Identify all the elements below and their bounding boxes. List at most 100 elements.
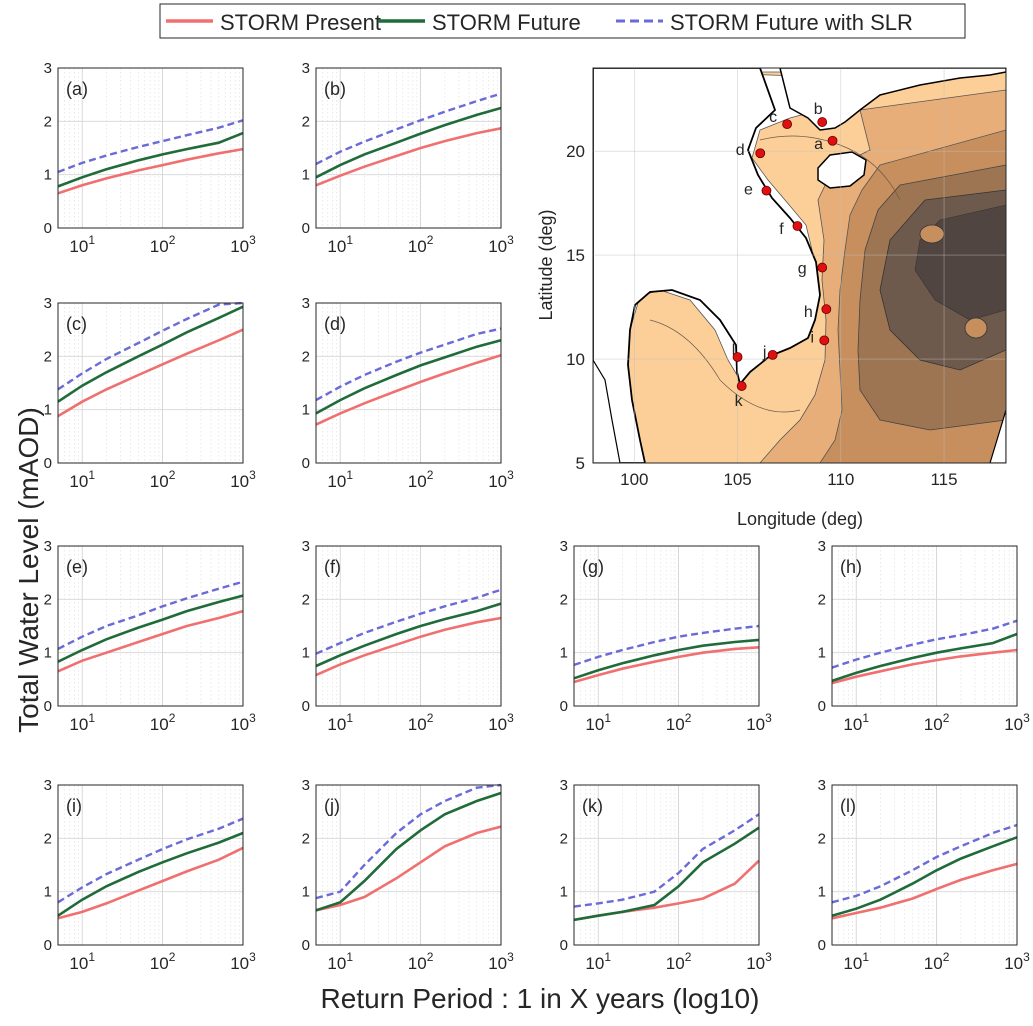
y-tick-label: 1 [44, 402, 52, 419]
x-tick-label: 101 [327, 233, 353, 256]
global-xlabel: Return Period : 1 in X years (log10) [321, 983, 760, 1014]
x-tick-label: 102 [924, 711, 950, 734]
map-hainan [817, 151, 867, 189]
x-tick-label: 101 [843, 950, 869, 973]
station-marker-g [817, 262, 828, 273]
x-tick-label: 102 [408, 950, 434, 973]
y-tick-label: 3 [44, 538, 52, 555]
x-tick-label: 103 [230, 468, 256, 491]
station-label-l: l [732, 342, 736, 359]
y-tick-label: 2 [302, 830, 310, 847]
y-tick-label: 2 [818, 591, 826, 608]
y-tick-label: 2 [44, 113, 52, 130]
y-tick-label: 0 [44, 698, 52, 715]
station-label-i: i [810, 329, 814, 346]
panel-label: (h) [840, 557, 862, 577]
map-xlabel: Longitude (deg) [737, 509, 863, 529]
y-tick-label: 3 [560, 538, 568, 555]
panel-i: (i) 0 1 2 3 101 102 103 [44, 777, 256, 973]
series-slr [315, 327, 502, 402]
series-present [831, 648, 1018, 685]
x-tick-label: 103 [488, 233, 514, 256]
y-tick-label: 2 [44, 830, 52, 847]
y-tick-label: 2 [818, 830, 826, 847]
series-present [315, 354, 502, 426]
y-tick-label: 2 [44, 591, 52, 608]
series-present [831, 862, 1018, 920]
panel-frame [57, 302, 244, 464]
panel-label: (f) [324, 557, 341, 577]
legend: STORM Present STORM Future STORM Future … [159, 3, 966, 39]
x-tick-label: 103 [230, 950, 256, 973]
y-tick-label: 0 [818, 698, 826, 715]
series-slr [573, 624, 760, 667]
series-present [315, 127, 502, 187]
map-x-tick-label: 100 [620, 470, 648, 489]
legend-label-slr: STORM Future with SLR [670, 10, 913, 35]
panel-frame [315, 784, 502, 946]
y-tick-label: 3 [44, 777, 52, 794]
y-tick-label: 0 [44, 937, 52, 954]
x-tick-label: 102 [150, 950, 176, 973]
x-tick-label: 101 [69, 711, 95, 734]
series-slr [831, 619, 1018, 669]
y-tick-label: 1 [302, 167, 310, 184]
station-marker-d [755, 148, 766, 159]
y-tick-label: 1 [302, 884, 310, 901]
panel-label: (i) [66, 796, 82, 816]
y-tick-label: 0 [44, 220, 52, 237]
station-marker-j [767, 349, 778, 360]
y-tick-label: 1 [560, 645, 568, 662]
legend-box [159, 3, 966, 39]
y-tick-label: 0 [302, 937, 310, 954]
x-tick-label: 102 [150, 711, 176, 734]
y-tick-label: 0 [560, 698, 568, 715]
x-tick-label: 103 [1004, 711, 1030, 734]
x-tick-label: 102 [924, 950, 950, 973]
series-future [57, 831, 244, 917]
panel-label: (g) [582, 557, 604, 577]
panel-frame [57, 67, 244, 229]
x-tick-label: 101 [585, 950, 611, 973]
series-present [57, 328, 244, 418]
panel-e: (e) 0 1 2 3 101 102 103 [44, 538, 256, 734]
panel-label: (a) [66, 79, 88, 99]
station-marker-l [732, 352, 743, 362]
station-marker-c [782, 119, 793, 130]
y-tick-label: 3 [302, 295, 310, 312]
y-tick-label: 0 [44, 455, 52, 472]
series-future [315, 602, 502, 668]
map-panel: 100 105 110 115 5 10 15 20 a b c d e f g hi j k l Longitu… [536, 67, 1007, 529]
map-peninsula [593, 358, 621, 463]
station-marker-h [821, 304, 832, 315]
panel-label: (b) [324, 79, 346, 99]
x-tick-label: 103 [230, 233, 256, 256]
y-tick-label: 2 [560, 591, 568, 608]
x-tick-label: 103 [746, 711, 772, 734]
map-contour-1 [759, 135, 901, 201]
legend-label-present: STORM Present [220, 10, 381, 35]
series-future [57, 305, 244, 403]
panel-frame [57, 545, 244, 707]
panel-frame [315, 545, 502, 707]
map-y-tick-label: 10 [566, 350, 585, 369]
y-tick-label: 3 [818, 538, 826, 555]
station-marker-e [761, 185, 772, 196]
x-tick-label: 102 [666, 711, 692, 734]
panel-label: (e) [66, 557, 88, 577]
station-marker-b [817, 117, 828, 127]
series-future [57, 131, 244, 188]
y-tick-label: 3 [302, 538, 310, 555]
y-tick-label: 1 [818, 645, 826, 662]
y-tick-label: 1 [302, 402, 310, 419]
map-borneo [989, 409, 1006, 463]
station-label-a: a [814, 136, 823, 153]
y-tick-label: 3 [818, 777, 826, 794]
station-label-d: d [736, 142, 745, 159]
map-points: a b c d e f g hi j k l [732, 101, 838, 410]
global-ylabel: Total Water Level (mAOD) [13, 407, 44, 733]
station-label-g: g [798, 261, 807, 278]
x-tick-label: 102 [150, 468, 176, 491]
